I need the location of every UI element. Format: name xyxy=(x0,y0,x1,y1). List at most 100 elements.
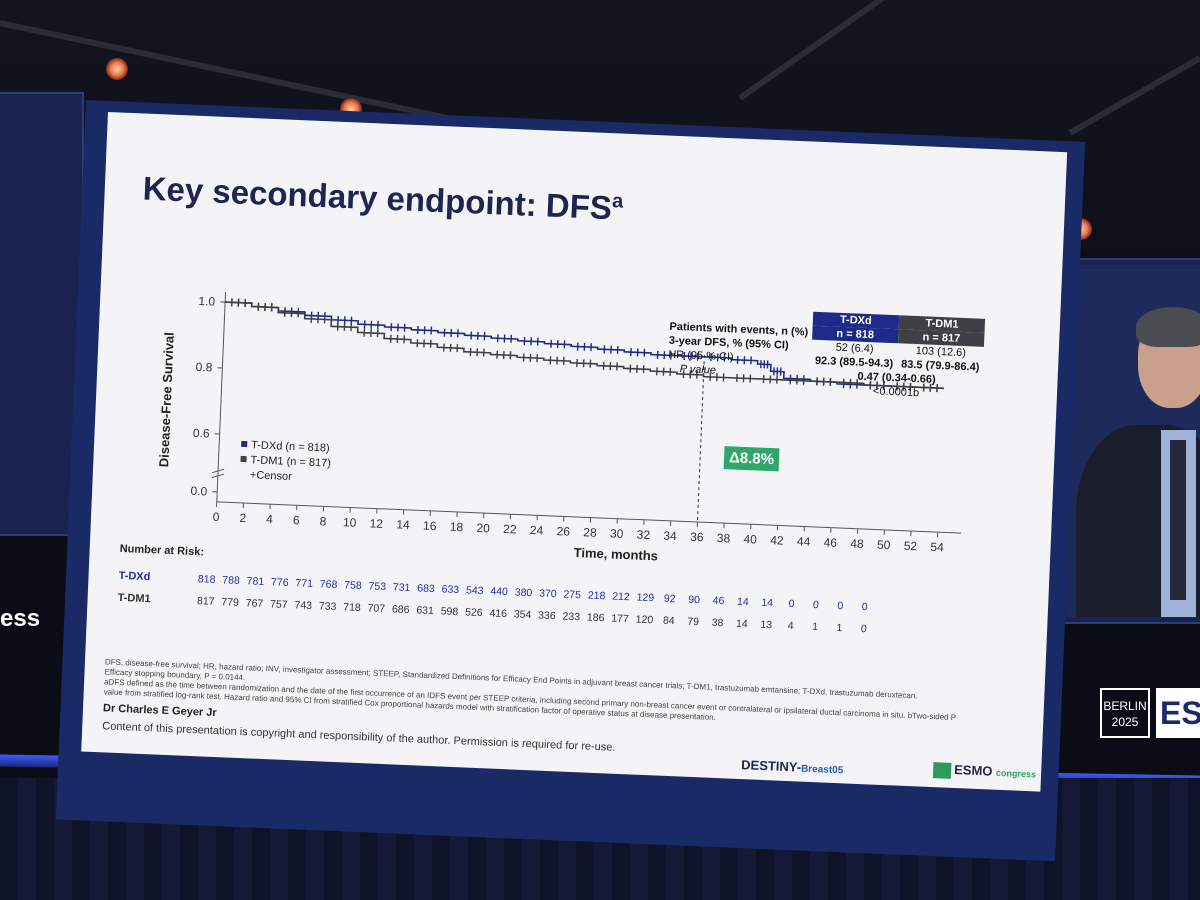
risk-value: 758 xyxy=(343,579,362,593)
x-tick-label: 46 xyxy=(823,535,837,550)
x-tick-label: 22 xyxy=(503,522,517,537)
risk-value: 598 xyxy=(440,605,459,619)
y-tick-label: 1.0 xyxy=(198,294,216,309)
x-tick-label: 54 xyxy=(930,540,944,555)
legend-swatch xyxy=(241,440,248,448)
risk-value: 757 xyxy=(269,598,288,611)
risk-value: 416 xyxy=(489,607,508,621)
x-tick-label: 50 xyxy=(877,538,891,553)
risk-value: 707 xyxy=(367,602,386,616)
risk-arm-label: T-DM1 xyxy=(117,591,151,606)
risk-value: 120 xyxy=(635,613,654,627)
risk-value: 718 xyxy=(342,601,361,615)
x-axis-line xyxy=(216,501,962,534)
risk-value: 212 xyxy=(611,590,630,604)
y-tick-label: 0.0 xyxy=(190,484,208,499)
risk-value: 731 xyxy=(392,581,411,595)
y-axis-line xyxy=(216,292,227,502)
risk-value: 771 xyxy=(295,577,314,590)
risk-value: 177 xyxy=(611,612,630,626)
risk-value: 781 xyxy=(246,575,265,588)
y-axis-break-mark xyxy=(211,468,225,474)
y-axis-label: Disease-Free Survival xyxy=(156,332,177,468)
x-tick-label: 20 xyxy=(476,521,490,536)
x-tick-label: 4 xyxy=(266,512,274,526)
y-tick-label: 0.8 xyxy=(195,360,213,375)
risk-value: 218 xyxy=(587,589,606,603)
risk-value: 0 xyxy=(860,622,867,636)
risk-value: 788 xyxy=(222,574,241,587)
x-tick-label: 2 xyxy=(239,511,247,525)
risk-value: 543 xyxy=(465,584,484,598)
x-tick-label: 0 xyxy=(213,510,221,524)
x-tick-label: 14 xyxy=(396,517,410,532)
km-curve-tdxd xyxy=(225,301,944,390)
delta-badge: Δ8.8% xyxy=(723,446,780,472)
risk-value: 336 xyxy=(537,609,556,623)
risk-value: 631 xyxy=(416,604,435,618)
legend-swatch xyxy=(240,455,247,463)
risk-value: 633 xyxy=(441,583,460,597)
risk-value: 354 xyxy=(513,608,532,622)
esmo-badge-icon xyxy=(932,761,952,779)
x-tick-label: 10 xyxy=(343,515,357,530)
risk-value: 14 xyxy=(761,596,774,610)
berlin-badge: BERLIN 2025 xyxy=(1100,688,1150,738)
risk-value: 84 xyxy=(662,614,675,628)
risk-value: 1 xyxy=(811,620,819,634)
risk-value: 743 xyxy=(294,599,313,612)
risk-value: 526 xyxy=(464,606,483,620)
speaker-tie xyxy=(1170,440,1186,600)
legend-label: +Censor xyxy=(250,469,293,483)
x-tick-label: 32 xyxy=(636,528,650,543)
risk-value: 683 xyxy=(417,582,436,596)
risk-value: 370 xyxy=(538,587,557,601)
risk-value: 14 xyxy=(735,617,748,631)
risk-value: 440 xyxy=(490,585,509,599)
x-tick-label: 16 xyxy=(423,519,437,534)
risk-value: 92 xyxy=(663,592,676,606)
x-tick-label: 12 xyxy=(369,516,383,531)
legend-label: T-DXd (n = 818) xyxy=(251,439,330,454)
risk-arm-label: T-DXd xyxy=(118,569,151,584)
x-tick-label: 38 xyxy=(717,531,731,546)
km-curve-tdm1 xyxy=(225,301,944,390)
risk-value: 233 xyxy=(562,610,581,624)
risk-value: 4 xyxy=(787,619,794,633)
risk-value: 38 xyxy=(711,616,724,630)
risk-value: 380 xyxy=(514,586,533,600)
risk-value: 767 xyxy=(245,597,264,610)
destiny-logo-main: DESTINY- xyxy=(740,757,802,775)
risk-value: 129 xyxy=(636,591,655,605)
risk-value: 733 xyxy=(318,600,337,613)
risk-value: 776 xyxy=(270,576,289,589)
risk-value: 79 xyxy=(687,615,700,629)
left-screen-text: ess xyxy=(0,605,41,632)
x-tick-label: 34 xyxy=(663,529,677,544)
risk-value: 46 xyxy=(712,594,725,608)
speaker-hair xyxy=(1136,307,1200,347)
risk-value: 0 xyxy=(837,599,844,613)
risk-value: 0 xyxy=(812,598,820,612)
risk-value: 14 xyxy=(736,595,749,609)
x-tick-label: 8 xyxy=(319,514,327,528)
risk-value: 13 xyxy=(760,618,773,632)
legend-label: T-DM1 (n = 817) xyxy=(250,454,331,469)
x-tick-label: 24 xyxy=(530,523,544,538)
risk-value: 753 xyxy=(368,580,387,594)
presentation-slide: Key secondary endpoint: DFSa 0.0 0.6 0.8 1.… xyxy=(81,112,1068,792)
risk-value: 818 xyxy=(197,573,216,586)
x-tick-label: 28 xyxy=(583,525,597,540)
x-tick-label: 6 xyxy=(293,513,301,527)
x-tick-label: 36 xyxy=(690,530,704,545)
y-tick-label: 0.6 xyxy=(193,426,211,441)
risk-value: 779 xyxy=(221,596,240,609)
x-tick-label: 48 xyxy=(850,536,864,551)
x-axis-label: Time, months xyxy=(573,545,658,564)
risk-value: 686 xyxy=(391,603,410,617)
risk-value: 1 xyxy=(836,621,843,635)
x-tick-label: 40 xyxy=(743,532,757,547)
stage-light xyxy=(106,58,128,80)
x-tick-label: 26 xyxy=(556,524,570,539)
x-tick-label: 18 xyxy=(450,520,464,535)
